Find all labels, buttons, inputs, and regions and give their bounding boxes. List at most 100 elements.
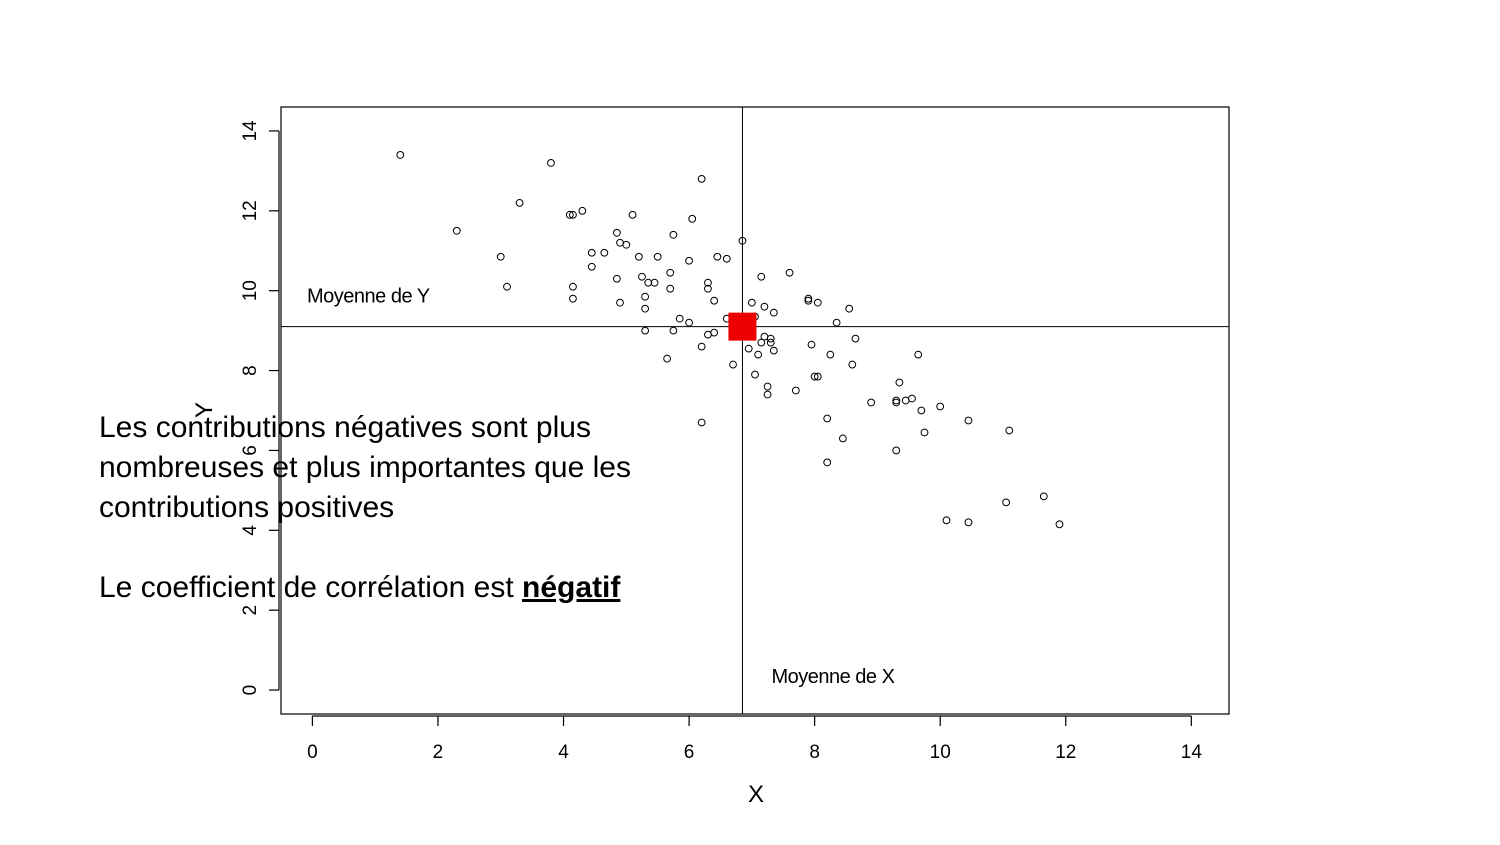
data-point <box>503 282 511 291</box>
data-point <box>769 346 778 355</box>
data-point <box>641 326 650 335</box>
data-point <box>628 210 637 219</box>
data-point <box>685 256 693 265</box>
x-tick-label: 6 <box>684 742 695 763</box>
data-point <box>738 236 747 245</box>
data-point <box>616 238 624 247</box>
y-axis: 0 2 4 6 8 10 12 14 <box>240 120 280 695</box>
x-tick-label: 4 <box>558 742 569 763</box>
data-point <box>666 284 675 293</box>
data-point <box>729 360 737 369</box>
data-point <box>747 298 756 307</box>
mean-point-marker <box>728 312 757 341</box>
mean-y-label: Moyenne de Y <box>307 286 430 308</box>
data-point <box>669 230 678 239</box>
data-point <box>569 294 577 303</box>
data-point <box>452 226 461 235</box>
data-point <box>644 278 653 287</box>
data-point <box>914 350 923 359</box>
data-point <box>616 298 624 307</box>
data-point <box>757 338 766 347</box>
x-tick-label: 10 <box>930 742 951 763</box>
data-point <box>813 298 822 307</box>
data-point <box>685 318 693 327</box>
data-point <box>704 284 712 293</box>
data-point <box>892 446 901 455</box>
slide-text: Les contributions négatives sont plus no… <box>99 408 759 608</box>
x-axis-title: X <box>748 781 764 808</box>
data-point <box>757 272 766 281</box>
y-tick-label: 14 <box>240 120 261 142</box>
data-point <box>704 278 712 287</box>
text-line-1: Les contributions négatives sont plus <box>99 411 591 444</box>
text-line-3: contributions positives <box>99 491 395 524</box>
data-point <box>791 386 800 395</box>
y-tick-label: 2 <box>240 605 261 616</box>
data-point <box>964 518 973 527</box>
data-point <box>587 248 596 257</box>
text-spacer <box>99 528 759 568</box>
data-point <box>653 252 662 261</box>
data-point <box>867 398 876 407</box>
data-point <box>697 174 706 183</box>
text-line-4: Le coefficient de corrélation est négati… <box>99 568 759 608</box>
x-tick-label: 0 <box>307 742 318 763</box>
data-point <box>697 418 706 427</box>
mean-x-label: Moyenne de X <box>771 666 894 688</box>
data-point <box>936 402 945 411</box>
data-point <box>845 304 854 313</box>
data-point <box>710 328 719 337</box>
data-point <box>908 394 916 403</box>
y-tick-label: 6 <box>240 445 261 456</box>
data-point <box>832 318 841 327</box>
data-point <box>964 416 973 425</box>
data-point <box>892 398 901 407</box>
data-point <box>600 248 609 257</box>
data-point <box>710 296 719 305</box>
data-point <box>496 252 505 261</box>
data-point <box>901 396 910 405</box>
plot-frame <box>280 106 1230 715</box>
data-point <box>826 350 835 359</box>
data-point <box>838 434 847 443</box>
data-point <box>641 304 650 313</box>
data-point <box>612 228 621 237</box>
data-point <box>942 516 951 525</box>
text-line-2: nombreuses et plus importantes que les <box>99 451 631 484</box>
data-point <box>1002 498 1011 507</box>
data-point <box>713 252 722 261</box>
y-tick-label: 4 <box>240 525 261 536</box>
data-point <box>760 302 769 311</box>
y-tick-label: 12 <box>240 200 261 221</box>
x-axis: 0 2 4 6 8 10 12 14 <box>307 715 1202 763</box>
data-point <box>722 254 731 263</box>
data-point <box>650 278 659 287</box>
data-point <box>663 354 672 363</box>
data-point <box>804 296 813 305</box>
x-tick-label: 12 <box>1055 742 1076 763</box>
data-point <box>569 282 577 291</box>
data-point <box>895 378 904 387</box>
data-point <box>697 342 706 351</box>
data-point <box>569 210 577 219</box>
data-point <box>763 390 772 399</box>
data-point <box>823 458 832 467</box>
data-point <box>744 344 753 353</box>
data-point <box>1039 492 1048 501</box>
data-point <box>1005 426 1014 435</box>
data-point <box>766 338 775 347</box>
data-point <box>547 159 555 167</box>
data-point <box>515 198 524 207</box>
data-point <box>578 206 587 215</box>
data-point <box>641 292 650 301</box>
data-point <box>766 334 775 343</box>
data-point <box>892 396 901 405</box>
y-tick-label: 10 <box>240 280 261 301</box>
data-point <box>565 210 574 219</box>
data-point <box>1055 520 1064 529</box>
x-tick-label: 2 <box>433 742 444 763</box>
data-point <box>675 314 684 323</box>
data-point <box>823 414 832 423</box>
data-point <box>754 350 763 359</box>
